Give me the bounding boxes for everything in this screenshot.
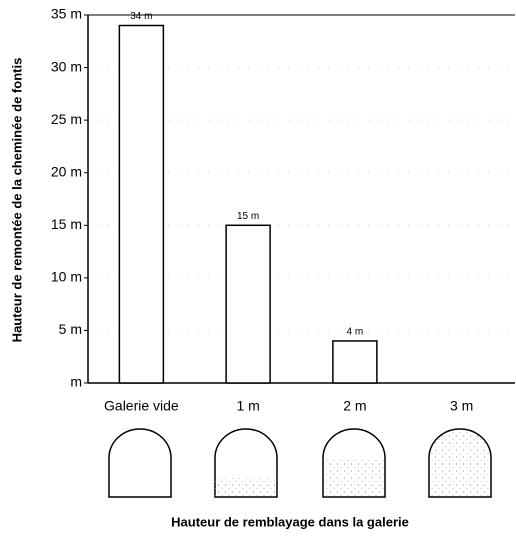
- chart: Hauteur de remontée de la cheminée de fo…: [0, 0, 516, 540]
- y-axis-title: Hauteur de remontée de la cheminée de fo…: [9, 58, 24, 343]
- data-label: 34 m: [130, 11, 152, 22]
- y-tick-label: 5 m: [59, 321, 82, 337]
- x-tick-label: Galerie vide: [104, 398, 179, 414]
- x-tick-label: 1 m: [236, 398, 259, 414]
- x-tick-label: 2 m: [343, 398, 366, 414]
- y-tick-label: 35 m: [51, 6, 82, 22]
- tunnel-icons: [109, 429, 491, 497]
- y-tick-label: m: [70, 374, 82, 390]
- y-tick-label: 30 m: [51, 58, 82, 74]
- x-axis-title: Hauteur de remblayage dans la galerie: [171, 514, 409, 529]
- bar: [226, 225, 270, 383]
- y-tick-label: 25 m: [51, 111, 82, 127]
- bar: [119, 26, 163, 383]
- data-label: 4 m: [347, 327, 364, 338]
- x-tick-label: 3 m: [450, 398, 473, 414]
- y-tick-label: 10 m: [51, 269, 82, 285]
- bar: [333, 341, 377, 383]
- y-tick-label: 15 m: [51, 216, 82, 232]
- data-label: 15 m: [237, 211, 259, 222]
- y-tick-label: 20 m: [51, 163, 82, 179]
